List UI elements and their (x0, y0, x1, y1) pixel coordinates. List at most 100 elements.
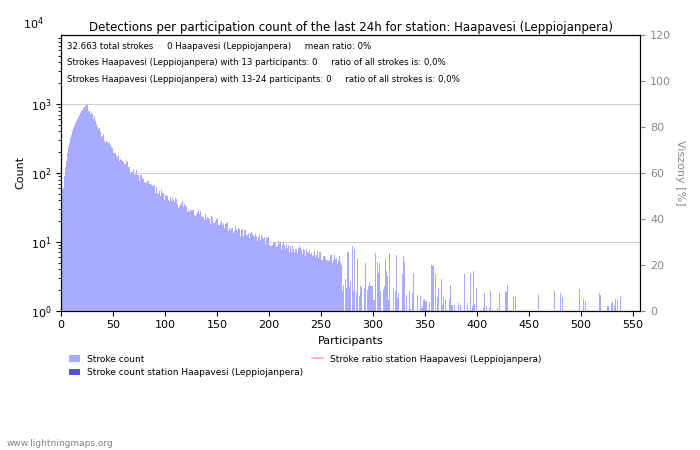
Bar (132, 171, 133, 450)
Bar (315, 257, 316, 450)
Bar (498, 310, 499, 450)
Bar (134, 175, 135, 450)
Bar (283, 242, 284, 450)
Bar (304, 256, 306, 450)
Bar (288, 245, 289, 450)
Bar (74, 126, 75, 450)
Bar (354, 249, 355, 450)
Bar (592, 310, 593, 450)
Bar (209, 219, 210, 450)
Bar (104, 141, 105, 450)
Bar (575, 310, 576, 450)
Bar (98, 130, 99, 450)
Bar (495, 310, 496, 450)
Bar (471, 310, 472, 450)
Bar (454, 310, 456, 450)
Bar (622, 310, 623, 450)
Y-axis label: Viszony [%]: Viszony [%] (675, 140, 685, 206)
Bar (280, 242, 281, 450)
Bar (244, 230, 246, 450)
Bar (629, 310, 631, 450)
Bar (489, 308, 490, 450)
Bar (237, 230, 238, 450)
Bar (108, 143, 109, 450)
Bar (236, 229, 237, 450)
Bar (117, 157, 118, 450)
Bar (154, 185, 155, 450)
Bar (326, 261, 327, 450)
Bar (188, 210, 190, 450)
Bar (176, 199, 177, 450)
Bar (441, 279, 442, 450)
Bar (131, 171, 132, 450)
Bar (268, 238, 270, 450)
Bar (412, 293, 413, 450)
Bar (514, 310, 515, 450)
Bar (88, 111, 90, 450)
Bar (540, 310, 541, 450)
Bar (387, 276, 388, 450)
Bar (437, 297, 438, 450)
Bar (328, 261, 329, 450)
Bar (66, 153, 68, 450)
Bar (522, 310, 523, 450)
Bar (278, 241, 279, 450)
Bar (548, 310, 550, 450)
Bar (101, 138, 102, 450)
Bar (331, 255, 332, 450)
Bar (488, 310, 489, 450)
Bar (405, 310, 406, 450)
Bar (509, 310, 510, 450)
Bar (329, 260, 330, 450)
Bar (130, 172, 131, 450)
Text: 32.663 total strokes     0 Haapavesi (Leppiojanpera)     mean ratio: 0%: 32.663 total strokes 0 Haapavesi (Leppio… (66, 42, 371, 51)
Bar (537, 310, 538, 450)
Bar (156, 188, 157, 450)
Bar (96, 124, 97, 450)
Bar (517, 310, 518, 450)
Bar (182, 202, 183, 450)
Bar (146, 183, 147, 450)
Bar (417, 295, 418, 450)
Bar (564, 310, 565, 450)
Bar (263, 238, 265, 450)
Bar (623, 310, 624, 450)
Bar (578, 310, 580, 450)
Bar (516, 310, 517, 450)
Bar (358, 310, 359, 450)
Bar (601, 310, 602, 450)
Bar (501, 310, 503, 450)
Bar (618, 310, 619, 450)
Bar (353, 292, 354, 450)
Bar (214, 223, 216, 450)
Bar (520, 310, 522, 450)
Bar (497, 308, 498, 450)
Bar (335, 259, 336, 450)
Bar (178, 208, 179, 450)
Text: Strokes Haapavesi (Leppiojanpera) with 13 participants: 0     ratio of all strok: Strokes Haapavesi (Leppiojanpera) with 1… (66, 58, 445, 68)
Bar (232, 228, 233, 450)
Bar (152, 186, 153, 450)
Bar (595, 310, 596, 450)
Bar (460, 305, 461, 450)
Bar (216, 219, 218, 450)
Bar (153, 186, 154, 450)
Bar (627, 310, 629, 450)
Bar (376, 310, 377, 450)
Bar (363, 310, 364, 450)
Bar (442, 306, 443, 450)
Bar (307, 252, 308, 450)
Bar (479, 310, 480, 450)
Bar (388, 300, 389, 450)
Bar (254, 237, 255, 450)
Bar (81, 112, 82, 450)
Bar (386, 271, 387, 450)
Bar (75, 123, 76, 450)
Bar (160, 197, 161, 450)
Bar (554, 291, 556, 450)
Bar (208, 218, 209, 450)
Bar (124, 164, 125, 450)
Bar (191, 210, 193, 450)
Bar (507, 285, 508, 450)
Bar (570, 310, 571, 450)
